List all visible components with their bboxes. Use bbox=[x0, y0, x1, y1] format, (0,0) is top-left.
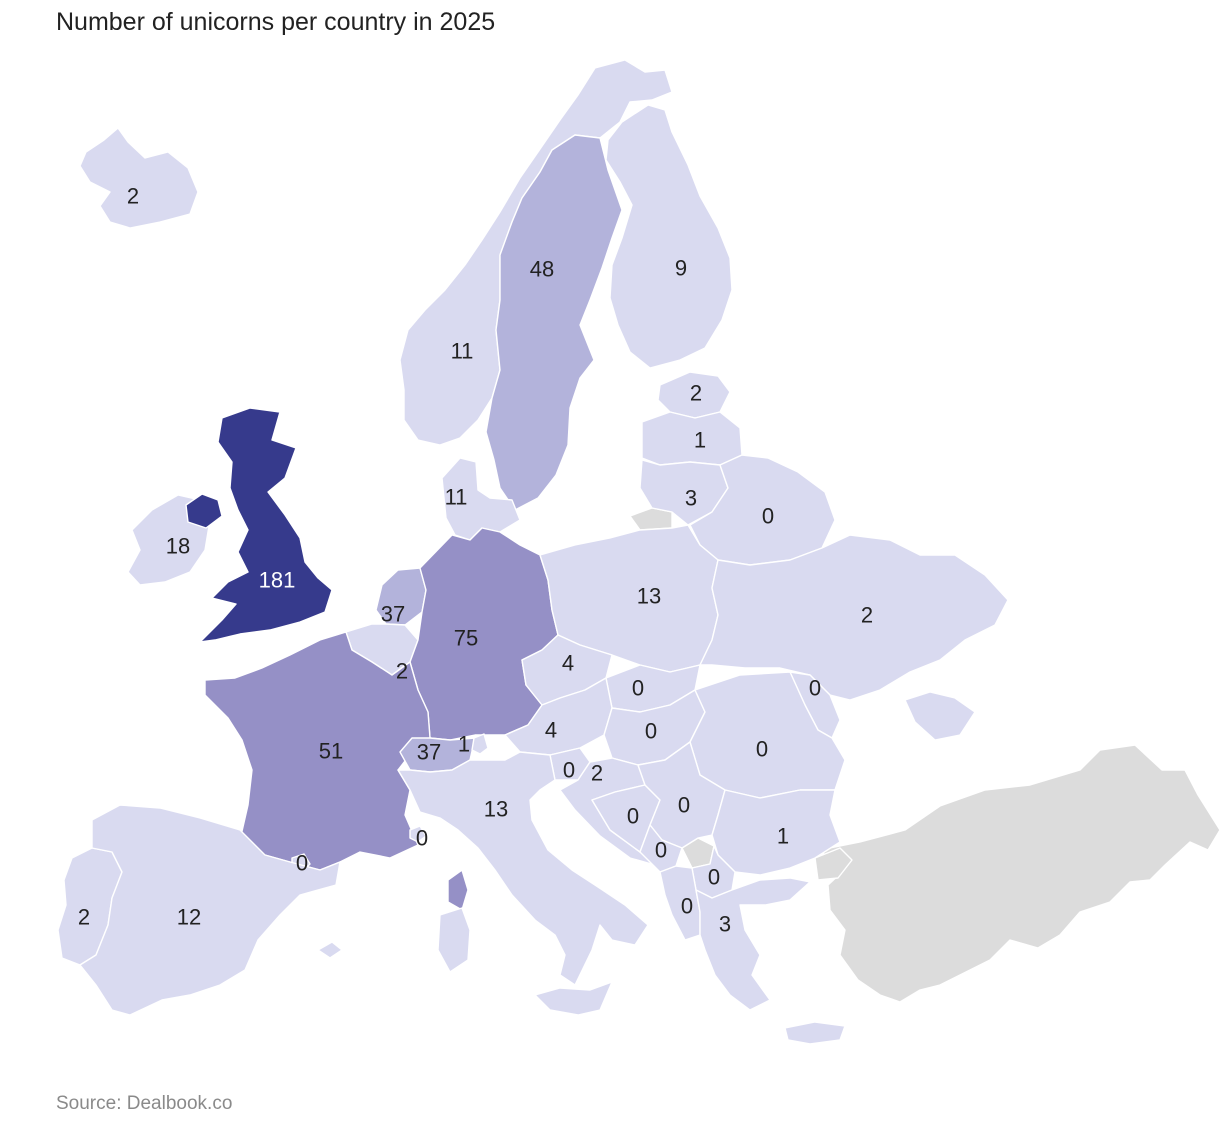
label-serbia: 0 bbox=[678, 793, 690, 818]
label-hungary: 0 bbox=[645, 719, 657, 744]
region-denmark bbox=[441, 457, 521, 541]
label-slovakia: 0 bbox=[632, 676, 644, 701]
region-liechtenstein bbox=[471, 733, 489, 755]
label-czechia: 4 bbox=[562, 651, 574, 676]
label-ireland: 18 bbox=[166, 534, 190, 559]
label-portugal: 2 bbox=[78, 905, 90, 930]
region-bulgaria bbox=[711, 789, 841, 876]
region-greece bbox=[695, 877, 811, 1011]
label-denmark: 11 bbox=[445, 485, 468, 510]
label-belgium: 2 bbox=[396, 659, 408, 684]
label-bulgaria: 1 bbox=[777, 824, 789, 849]
region-northern-ireland bbox=[185, 493, 223, 529]
label-austria: 4 bbox=[545, 718, 557, 743]
label-ukraine: 2 bbox=[861, 603, 873, 628]
region-germany bbox=[409, 527, 559, 741]
region-united-kingdom bbox=[199, 407, 333, 643]
region-balearic bbox=[317, 941, 343, 959]
source-note: Source: Dealbook.co bbox=[56, 1093, 233, 1114]
label-germany: 75 bbox=[454, 626, 478, 651]
label-bosnia: 0 bbox=[627, 804, 639, 829]
region-turkey bbox=[819, 744, 1221, 1003]
label-albania: 0 bbox=[681, 894, 693, 919]
label-monaco: 0 bbox=[416, 826, 428, 851]
region-monaco bbox=[409, 825, 427, 843]
label-andorra: 0 bbox=[296, 851, 308, 876]
label-north-macedonia: 0 bbox=[708, 865, 720, 890]
region-ukraine bbox=[699, 534, 1009, 701]
label-spain: 12 bbox=[177, 905, 201, 930]
region-sardinia bbox=[437, 907, 471, 973]
region-iceland bbox=[79, 127, 199, 229]
label-italy: 13 bbox=[484, 797, 508, 822]
region-kaliningrad bbox=[629, 507, 673, 531]
label-montenegro: 0 bbox=[655, 838, 667, 863]
label-switzerland: 37 bbox=[417, 740, 441, 765]
region-crimea bbox=[904, 691, 976, 741]
label-iceland: 2 bbox=[127, 184, 139, 209]
label-united-kingdom: 181 bbox=[259, 568, 296, 593]
region-sweden bbox=[485, 134, 623, 511]
region-sicily bbox=[534, 981, 613, 1016]
label-liechtenstein: 1 bbox=[458, 732, 470, 757]
label-moldova: 0 bbox=[809, 676, 821, 701]
label-estonia: 2 bbox=[690, 381, 702, 406]
label-greece: 3 bbox=[719, 912, 731, 937]
label-finland: 9 bbox=[675, 256, 687, 281]
region-italy bbox=[397, 751, 649, 986]
label-belarus: 0 bbox=[762, 504, 774, 529]
map-title: Number of unicorns per country in 2025 bbox=[56, 8, 496, 36]
region-crete bbox=[784, 1021, 846, 1045]
label-lithuania: 3 bbox=[685, 486, 697, 511]
region-latvia bbox=[641, 411, 743, 466]
label-romania: 0 bbox=[756, 737, 768, 762]
label-poland: 13 bbox=[637, 584, 661, 609]
region-spain bbox=[79, 804, 341, 1016]
label-latvia: 1 bbox=[694, 428, 706, 453]
label-sweden: 48 bbox=[530, 257, 554, 282]
label-croatia: 2 bbox=[591, 761, 603, 786]
label-netherlands: 37 bbox=[381, 602, 405, 627]
label-france: 51 bbox=[319, 739, 343, 764]
region-corsica bbox=[447, 869, 469, 911]
label-slovenia: 0 bbox=[563, 758, 575, 783]
label-norway: 11 bbox=[451, 339, 474, 364]
region-turkey-thrace bbox=[814, 847, 853, 881]
region-france bbox=[204, 631, 431, 871]
region-finland bbox=[605, 104, 733, 369]
